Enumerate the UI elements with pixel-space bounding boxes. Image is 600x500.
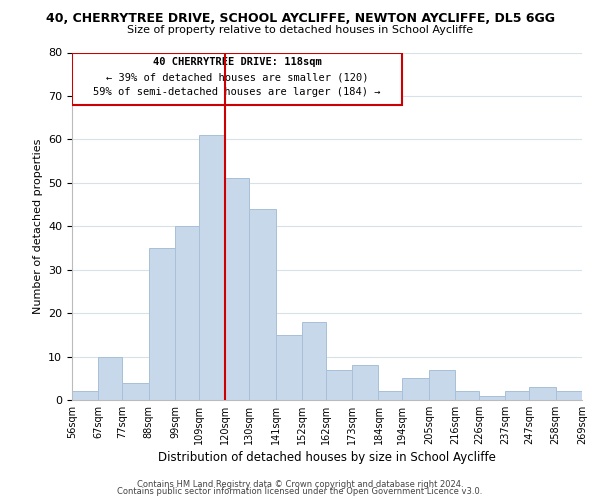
Text: Size of property relative to detached houses in School Aycliffe: Size of property relative to detached ho… [127,25,473,35]
Bar [556,392,582,400]
Bar [352,365,379,400]
Bar [529,387,556,400]
Bar [379,392,403,400]
Bar [479,396,505,400]
Bar [122,382,149,400]
Bar [275,335,302,400]
FancyBboxPatch shape [72,52,403,104]
X-axis label: Distribution of detached houses by size in School Aycliffe: Distribution of detached houses by size … [158,451,496,464]
Text: 40 CHERRYTREE DRIVE: 118sqm: 40 CHERRYTREE DRIVE: 118sqm [153,57,322,67]
Text: ← 39% of detached houses are smaller (120): ← 39% of detached houses are smaller (12… [106,72,368,82]
Bar [403,378,429,400]
Bar [175,226,199,400]
Bar [225,178,249,400]
Text: Contains public sector information licensed under the Open Government Licence v3: Contains public sector information licen… [118,487,482,496]
Text: 59% of semi-detached houses are larger (184) →: 59% of semi-detached houses are larger (… [94,87,381,97]
Text: 40, CHERRYTREE DRIVE, SCHOOL AYCLIFFE, NEWTON AYCLIFFE, DL5 6GG: 40, CHERRYTREE DRIVE, SCHOOL AYCLIFFE, N… [46,12,554,26]
Text: Contains HM Land Registry data © Crown copyright and database right 2024.: Contains HM Land Registry data © Crown c… [137,480,463,489]
Bar [199,135,225,400]
Bar [326,370,352,400]
Bar [149,248,175,400]
Bar [302,322,326,400]
Bar [249,209,275,400]
Bar [429,370,455,400]
Bar [505,392,529,400]
Bar [455,392,479,400]
Bar [98,356,122,400]
Y-axis label: Number of detached properties: Number of detached properties [32,138,43,314]
Bar [72,392,98,400]
